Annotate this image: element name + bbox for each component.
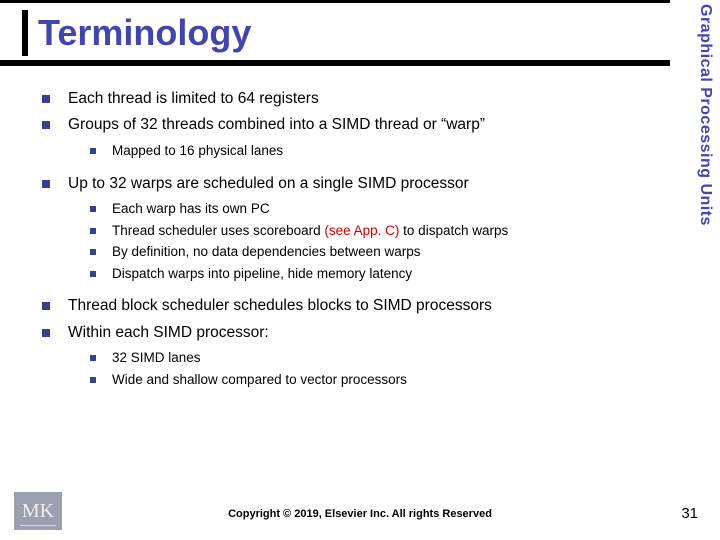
title-accent-bar — [22, 10, 28, 56]
bullet-square-icon — [90, 271, 96, 277]
bullet-text: Groups of 32 threads combined into a SIM… — [68, 114, 485, 136]
bullet-text: By definition, no data dependencies betw… — [112, 242, 420, 262]
bullet-square-icon — [42, 121, 50, 129]
bullet-level2: Wide and shallow compared to vector proc… — [90, 370, 680, 390]
bullet-text: Thread block scheduler schedules blocks … — [68, 295, 492, 317]
bullet-square-icon — [42, 329, 50, 337]
bullet-level1: Within each SIMD processor: — [42, 322, 680, 344]
bullet-square-icon — [42, 180, 50, 188]
bullet-text-part: to dispatch warps — [399, 223, 508, 238]
bullet-text: Mapped to 16 physical lanes — [112, 141, 283, 161]
bullet-level1: Thread block scheduler schedules blocks … — [42, 295, 680, 317]
page-title: Terminology — [38, 8, 720, 58]
bullet-text: 32 SIMD lanes — [112, 348, 201, 368]
bullet-text: Thread scheduler uses scoreboard (see Ap… — [112, 221, 508, 241]
bullet-level2: By definition, no data dependencies betw… — [90, 242, 680, 262]
bullet-square-icon — [90, 377, 96, 383]
bullet-level2: Mapped to 16 physical lanes — [90, 141, 680, 161]
content-area: Each thread is limited to 64 registers G… — [0, 70, 720, 389]
bullet-square-icon — [90, 206, 96, 212]
bullet-square-icon — [42, 302, 50, 310]
bullet-level1: Up to 32 warps are scheduled on a single… — [42, 173, 680, 195]
bullet-level2: Dispatch warps into pipeline, hide memor… — [90, 264, 680, 284]
bullet-text: Up to 32 warps are scheduled on a single… — [68, 173, 469, 195]
bullet-text: Wide and shallow compared to vector proc… — [112, 370, 407, 390]
bullet-square-icon — [90, 355, 96, 361]
page-number: 31 — [681, 505, 698, 522]
bullet-level2: 32 SIMD lanes — [90, 348, 680, 368]
bullet-level1: Groups of 32 threads combined into a SIM… — [42, 114, 680, 136]
bullet-level2: Thread scheduler uses scoreboard (see Ap… — [90, 221, 680, 241]
title-area: Terminology — [0, 0, 720, 70]
slide: Terminology Graphical Processing Units E… — [0, 0, 720, 540]
bullet-text: Each thread is limited to 64 registers — [68, 88, 319, 110]
section-label-vertical: Graphical Processing Units — [680, 0, 714, 280]
copyright-text: Copyright © 2019, Elsevier Inc. All righ… — [0, 508, 720, 520]
title-rule-bottom — [0, 60, 670, 66]
bullet-text-red: (see App. C) — [324, 223, 399, 238]
bullet-square-icon — [90, 148, 96, 154]
bullet-square-icon — [42, 95, 50, 103]
bullet-level1: Each thread is limited to 64 registers — [42, 88, 680, 110]
bullet-text: Each warp has its own PC — [112, 199, 270, 219]
logo-underline — [20, 525, 56, 526]
bullet-text-part: Thread scheduler uses scoreboard — [112, 223, 324, 238]
bullet-text: Within each SIMD processor: — [68, 322, 269, 344]
bullet-level2: Each warp has its own PC — [90, 199, 680, 219]
bullet-square-icon — [90, 228, 96, 234]
bullet-square-icon — [90, 249, 96, 255]
title-rule-top — [0, 0, 670, 3]
bullet-text: Dispatch warps into pipeline, hide memor… — [112, 264, 412, 284]
